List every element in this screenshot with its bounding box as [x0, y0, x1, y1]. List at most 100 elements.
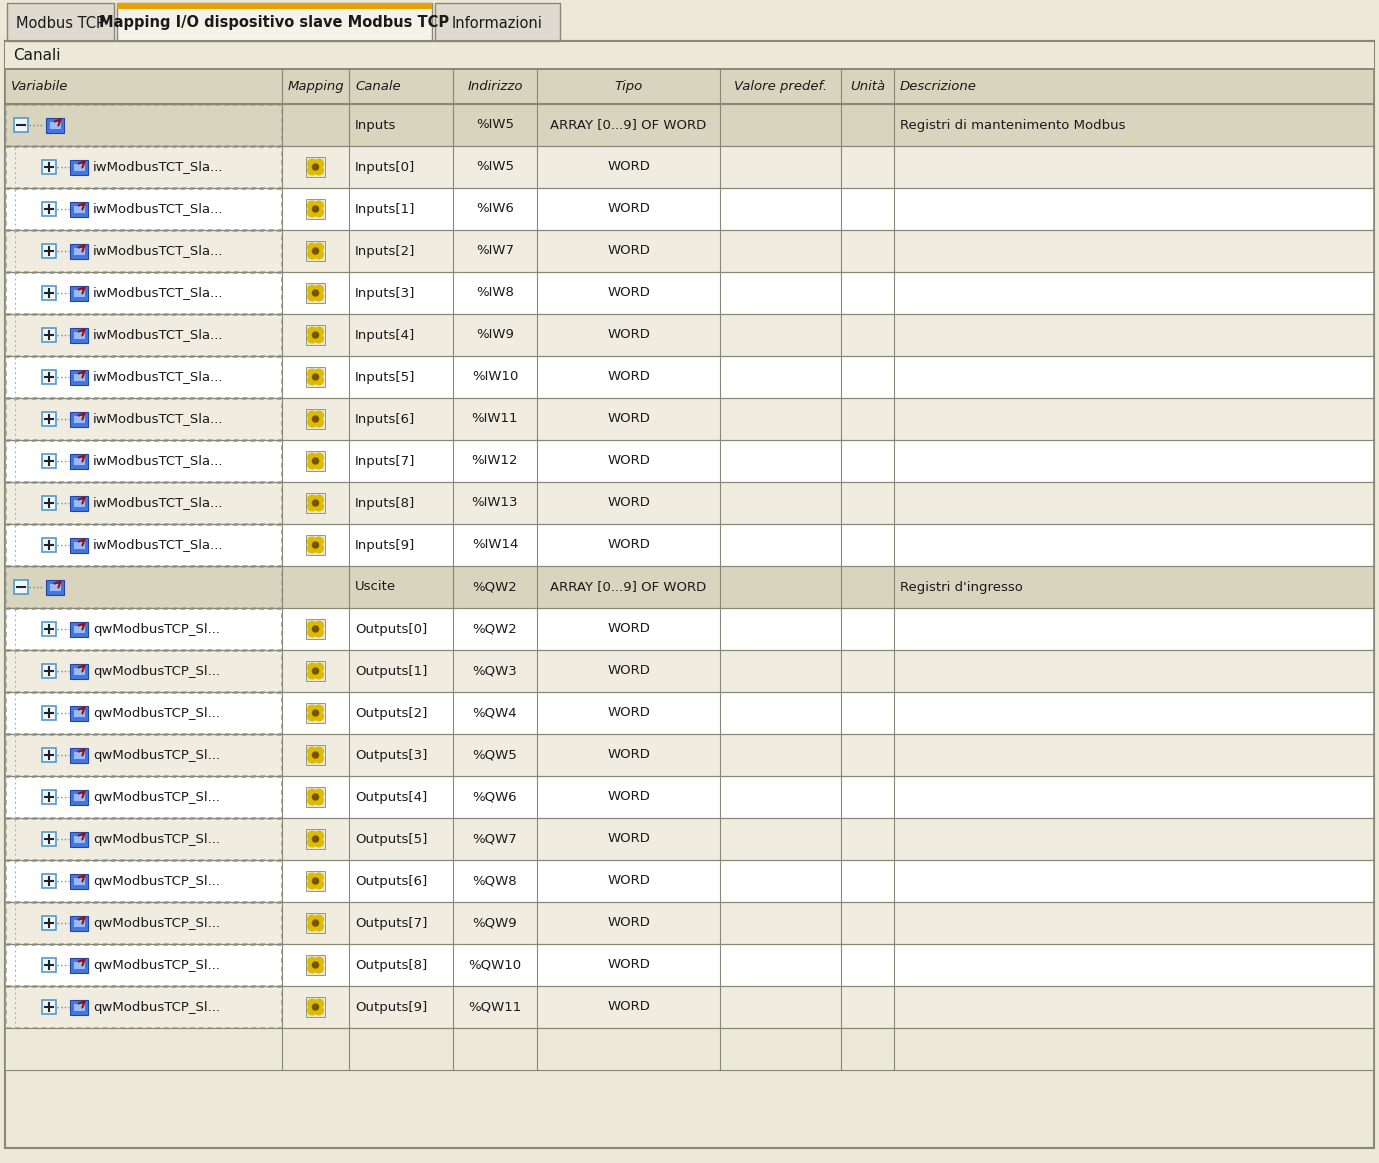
Bar	[70, 664, 88, 678]
Bar	[306, 493, 325, 513]
Circle shape	[314, 839, 323, 847]
Bar	[73, 290, 84, 297]
Circle shape	[313, 542, 319, 548]
Bar	[6, 273, 281, 313]
Circle shape	[314, 461, 323, 469]
Bar	[6, 105, 281, 145]
Circle shape	[313, 374, 319, 380]
Bar	[6, 608, 1373, 650]
Bar	[434, 3, 560, 41]
Text: iwModbusTCT_Sla...: iwModbusTCT_Sla...	[92, 160, 223, 173]
Bar	[6, 356, 1373, 398]
Bar	[6, 314, 1373, 356]
Circle shape	[314, 712, 323, 721]
Bar	[6, 1028, 1373, 1070]
Circle shape	[314, 544, 323, 552]
Circle shape	[314, 369, 323, 378]
Text: Inputs[3]: Inputs[3]	[354, 286, 415, 300]
Circle shape	[308, 839, 317, 847]
Bar	[306, 535, 325, 555]
Bar	[6, 568, 281, 607]
Circle shape	[314, 327, 323, 336]
Text: Outputs[6]: Outputs[6]	[354, 875, 427, 887]
Circle shape	[314, 964, 323, 972]
Text: Outputs[9]: Outputs[9]	[354, 1000, 427, 1013]
Bar	[73, 962, 84, 969]
Text: WORD: WORD	[607, 706, 650, 720]
Bar	[6, 986, 1373, 1028]
Text: WORD: WORD	[607, 833, 650, 846]
Bar	[41, 748, 57, 762]
Circle shape	[308, 754, 317, 763]
Circle shape	[314, 628, 323, 637]
Text: iwModbusTCT_Sla...: iwModbusTCT_Sla...	[92, 497, 223, 509]
Bar	[73, 626, 84, 633]
Bar	[41, 328, 57, 342]
Bar	[41, 454, 57, 468]
Circle shape	[308, 544, 317, 552]
Bar	[41, 495, 57, 511]
Text: WORD: WORD	[607, 538, 650, 551]
Bar	[70, 328, 88, 342]
Bar	[306, 157, 325, 177]
Text: qwModbusTCP_Sl...: qwModbusTCP_Sl...	[92, 1000, 221, 1013]
Circle shape	[308, 628, 317, 637]
Circle shape	[308, 495, 317, 504]
Circle shape	[313, 878, 319, 884]
Circle shape	[308, 292, 317, 301]
Bar	[6, 41, 1373, 69]
Text: WORD: WORD	[607, 791, 650, 804]
Circle shape	[314, 790, 323, 798]
Bar	[6, 693, 281, 733]
Text: %IW8: %IW8	[476, 286, 514, 300]
Text: ARRAY [0...9] OF WORD: ARRAY [0...9] OF WORD	[550, 580, 706, 593]
Bar	[306, 662, 325, 680]
Bar	[6, 481, 1373, 525]
Text: %IW13: %IW13	[472, 497, 519, 509]
Text: qwModbusTCP_Sl...: qwModbusTCP_Sl...	[92, 706, 221, 720]
Circle shape	[308, 705, 317, 714]
Circle shape	[313, 206, 319, 212]
Text: Valore predef.: Valore predef.	[734, 80, 827, 93]
Text: qwModbusTCP_Sl...: qwModbusTCP_Sl...	[92, 791, 221, 804]
Circle shape	[308, 832, 317, 840]
Circle shape	[308, 747, 317, 756]
Bar	[6, 566, 1373, 608]
Text: %QW2: %QW2	[473, 622, 517, 635]
Bar	[6, 692, 1373, 734]
Text: WORD: WORD	[607, 749, 650, 762]
Circle shape	[313, 920, 319, 926]
Bar	[6, 231, 281, 271]
Bar	[117, 3, 432, 9]
Circle shape	[313, 290, 319, 297]
Circle shape	[313, 416, 319, 422]
Text: Inputs[1]: Inputs[1]	[354, 202, 415, 215]
Bar	[6, 398, 1373, 440]
Bar	[41, 202, 57, 216]
Bar	[6, 525, 281, 565]
Bar	[6, 902, 1373, 944]
Text: %QW3: %QW3	[473, 664, 517, 678]
Circle shape	[308, 964, 317, 972]
Circle shape	[308, 790, 317, 798]
Text: Descrizione: Descrizione	[900, 80, 976, 93]
Bar	[73, 920, 84, 927]
Text: Mapping I/O dispositivo slave Modbus TCP: Mapping I/O dispositivo slave Modbus TCP	[99, 15, 450, 30]
Bar	[6, 818, 1373, 859]
Circle shape	[314, 754, 323, 763]
Circle shape	[314, 999, 323, 1008]
Text: Canali: Canali	[12, 48, 61, 63]
Text: WORD: WORD	[607, 497, 650, 509]
Bar	[50, 584, 61, 591]
Text: iwModbusTCT_Sla...: iwModbusTCT_Sla...	[92, 244, 223, 257]
Bar	[41, 706, 57, 720]
Text: Inputs[9]: Inputs[9]	[354, 538, 415, 551]
Bar	[306, 326, 325, 344]
Bar	[70, 621, 88, 636]
Bar	[6, 230, 1373, 272]
Text: qwModbusTCP_Sl...: qwModbusTCP_Sl...	[92, 916, 221, 929]
Bar	[70, 832, 88, 847]
Circle shape	[308, 243, 317, 252]
Circle shape	[313, 752, 319, 758]
Circle shape	[313, 668, 319, 675]
